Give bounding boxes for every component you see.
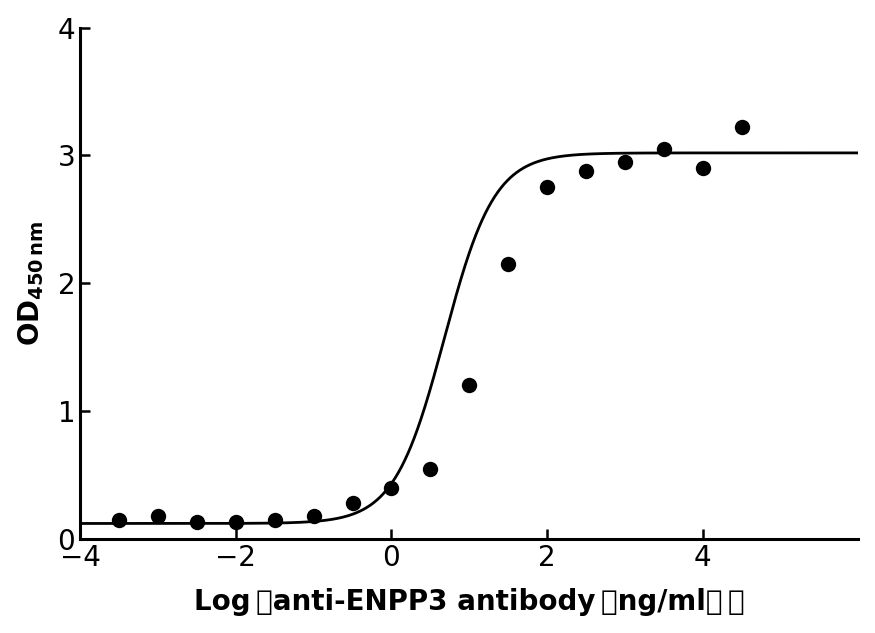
Point	[306, 511, 320, 521]
Point	[696, 163, 710, 173]
Point	[579, 166, 593, 176]
Point	[618, 157, 632, 167]
X-axis label: Log （anti-ENPP3 antibody （ng/ml） ）: Log （anti-ENPP3 antibody （ng/ml） ）	[194, 588, 745, 617]
Point	[462, 380, 476, 391]
Point	[229, 517, 243, 527]
Point	[424, 463, 438, 473]
Point	[735, 122, 749, 132]
Point	[151, 511, 165, 521]
Point	[268, 515, 282, 525]
Point	[384, 482, 398, 492]
Point	[190, 517, 204, 527]
Point	[112, 515, 126, 525]
Point	[540, 182, 554, 192]
Point	[501, 259, 515, 269]
Point	[346, 498, 360, 508]
Y-axis label: $\mathregular{OD_{450\,nm}}$: $\mathregular{OD_{450\,nm}}$	[17, 221, 46, 346]
Point	[657, 144, 671, 154]
